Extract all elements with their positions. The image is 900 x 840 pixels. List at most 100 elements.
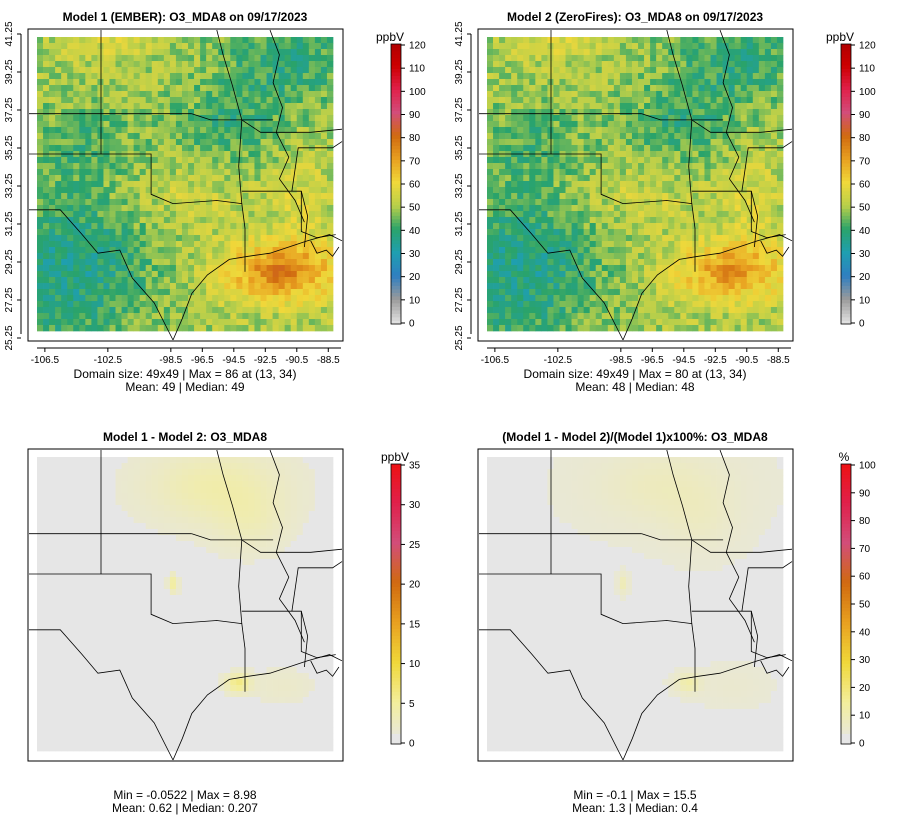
colorbar-tick-label: 80 — [859, 133, 871, 144]
lon-tick-label: -90.5 — [285, 355, 308, 366]
lat-tick-label: 37.25 — [454, 97, 465, 122]
colorbar-tick-label: 70 — [409, 156, 421, 167]
state-boundaries — [29, 449, 343, 761]
lon-tick-label: -88.5 — [317, 355, 340, 366]
boundary-line — [238, 119, 246, 272]
colorbar-unit: % — [839, 450, 850, 464]
colorbar-tick-label: 100 — [859, 461, 876, 472]
colorbar-tick-label: 50 — [409, 203, 421, 214]
lon-tick-label: -90.5 — [735, 355, 758, 366]
boundary-line — [688, 539, 696, 692]
data-grid — [37, 37, 334, 332]
stats-line-1: Min = -0.1 | Max = 15.5 — [573, 788, 697, 802]
boundary-line — [641, 533, 724, 541]
colorbar: ppbV 0 5 10 15 20 25 30 35 — [381, 450, 421, 750]
boundary-line — [741, 561, 793, 612]
boundary-line — [241, 610, 309, 668]
boundary-line — [191, 113, 274, 121]
stats-line-1: Domain size: 49x49 | Max = 80 at (13, 34… — [524, 367, 747, 381]
lat-tick-label: 27.25 — [4, 287, 15, 312]
boundary-line — [300, 611, 336, 659]
lat-tick-label: 33.25 — [454, 173, 465, 198]
boundary-line — [688, 119, 696, 272]
colorbar-tick-label: 40 — [859, 627, 871, 638]
boundary-line — [741, 141, 793, 192]
boundary-line — [29, 573, 242, 625]
lon-tick-label: -94.5 — [672, 355, 695, 366]
colorbar-tick-label: 50 — [859, 600, 871, 611]
colorbar-tick-label: 70 — [859, 544, 871, 555]
colorbar-tick-label: 110 — [409, 64, 425, 75]
colorbar-tick-label: 20 — [409, 580, 421, 591]
colorbar-tick-label: 80 — [409, 133, 421, 144]
colorbar-tick-label: 10 — [409, 659, 421, 670]
lat-tick-label: 41.25 — [4, 21, 15, 46]
colorbar-tick-label: 40 — [859, 226, 871, 237]
boundary-line — [719, 449, 755, 643]
colorbar-unit: ppbV — [381, 450, 409, 464]
boundary-line — [691, 610, 759, 668]
boundary-line — [238, 539, 246, 692]
panel-title: Model 2 (ZeroFires): O3_MDA8 on 09/17/20… — [507, 10, 763, 24]
data-grid — [487, 457, 784, 752]
stats-line-2: Mean: 1.3 | Median: 0.4 — [572, 801, 698, 815]
boundary-line — [29, 209, 174, 341]
colorbar-tick-label: 50 — [859, 203, 871, 214]
colorbar-unit: ppbV — [826, 30, 854, 44]
stats-line-2: Mean: 0.62 | Median: 0.207 — [112, 801, 258, 815]
boundary-line — [750, 611, 786, 659]
lat-tick-label: 35.25 — [454, 135, 465, 160]
lat-tick-label: 29.25 — [4, 249, 15, 274]
state-boundaries — [479, 29, 793, 341]
colorbar-tick-label: 30 — [859, 655, 871, 666]
boundary-line — [622, 654, 793, 761]
colorbar: % 0 10 20 30 40 50 60 70 80 90 100 — [839, 450, 876, 750]
lon-tick-label: -92.5 — [704, 355, 727, 366]
boundary-line — [269, 449, 305, 643]
data-grid — [37, 457, 334, 752]
boundary-line — [479, 153, 692, 205]
colorbar-tick-label: 60 — [859, 180, 871, 191]
boundary-line — [760, 240, 790, 257]
lat-tick-label: 25.25 — [454, 325, 465, 350]
boundary-line — [479, 629, 624, 761]
lat-tick-label: 39.25 — [4, 59, 15, 84]
colorbar-tick-label: 120 — [409, 41, 426, 52]
colorbar-tick-label: 20 — [859, 683, 871, 694]
state-boundaries — [29, 29, 343, 341]
lat-tick-label: 33.25 — [4, 173, 15, 198]
state-boundaries — [479, 449, 793, 761]
panel-p4: (Model 1 - Model 2)/(Model 1)x100%: O3_M… — [477, 430, 876, 815]
colorbar-tick-label: 10 — [859, 711, 871, 722]
colorbar-tick-label: 80 — [859, 516, 871, 527]
colorbar-tick-label: 0 — [859, 319, 865, 330]
boundary-line — [641, 113, 724, 121]
lat-tick-label: 35.25 — [4, 135, 15, 160]
boundary-line — [479, 573, 692, 625]
latitude-axis: 25.25 27.25 29.25 31.25 33.25 35.25 37.25 39.25… — [4, 21, 22, 351]
colorbar-tick-label: 90 — [859, 110, 871, 121]
colorbar-tick-label: 60 — [409, 180, 421, 191]
lat-tick-label: 31.25 — [4, 211, 15, 236]
colorbar-tick-label: 0 — [409, 319, 415, 330]
lon-tick-label: -96.5 — [641, 355, 664, 366]
boundary-line — [479, 209, 624, 341]
boundary-line — [191, 533, 274, 541]
lon-tick-label: -98.5 — [159, 355, 182, 366]
colorbar-tick-label: 40 — [409, 226, 421, 237]
boundary-line — [291, 561, 343, 612]
colorbar-tick-label: 30 — [409, 249, 421, 260]
colorbar-tick-label: 30 — [859, 249, 871, 260]
boundary-line — [750, 191, 786, 239]
lat-tick-label: 29.25 — [454, 249, 465, 274]
colorbar: ppbV 0 10 20 30 40 50 60 70 80 90 100 110 120 — [826, 30, 876, 330]
boundary-line — [29, 629, 174, 761]
lon-tick-label: -102.5 — [544, 355, 573, 366]
lat-tick-label: 27.25 — [454, 287, 465, 312]
lon-tick-label: -88.5 — [767, 355, 790, 366]
boundary-line — [760, 660, 790, 677]
boundary-line — [691, 190, 759, 248]
boundary-line — [172, 654, 343, 761]
lon-tick-label: -94.5 — [222, 355, 245, 366]
panel-title: Model 1 (EMBER): O3_MDA8 on 09/17/2023 — [63, 10, 308, 24]
